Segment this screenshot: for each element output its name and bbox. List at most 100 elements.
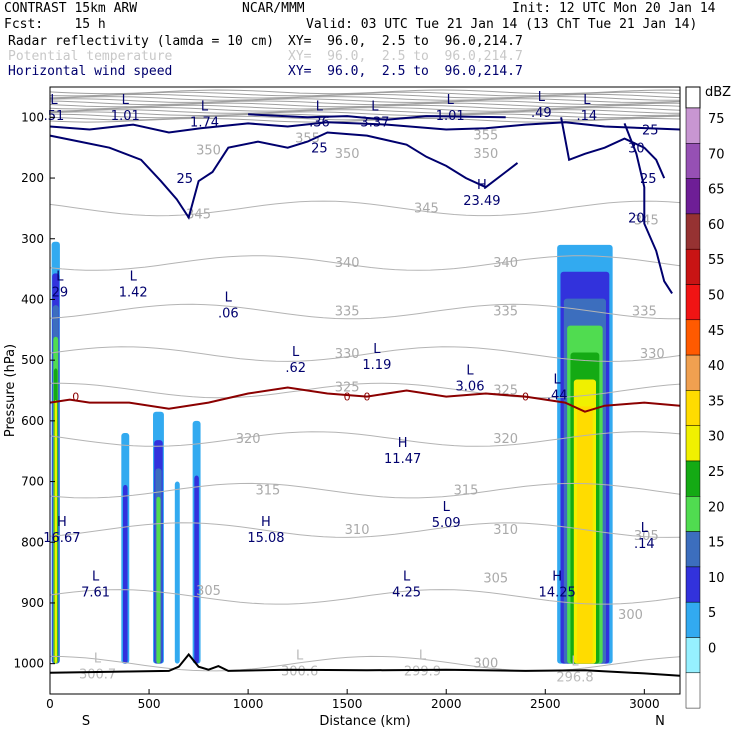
extrema-value-5: 1.01 xyxy=(436,109,465,124)
colorbar-swatch-2 xyxy=(685,178,701,215)
colorbar-level-60: 60 xyxy=(708,218,725,233)
extrema-value-16: 11.47 xyxy=(384,452,421,467)
extrema-kind-15: L xyxy=(554,372,562,387)
field-reflectivity: Radar reflectivity (lamda = 10 cm) xyxy=(8,34,275,49)
field-reflectivity-xy: XY= 96.0, 2.5 to 96.0,214.7 xyxy=(288,34,523,49)
isotherm-310 xyxy=(49,522,681,538)
isotherm-upper-7 xyxy=(49,104,681,110)
reflectivity-cell-5-band-35 xyxy=(577,406,593,664)
extrema-value-13: 1.19 xyxy=(362,358,391,373)
extrema-value-23: 14.25 xyxy=(539,586,576,601)
colorbar-swatch-7 xyxy=(685,354,701,391)
extrema-kind-6: L xyxy=(538,90,546,105)
extrema-value-18: 16.67 xyxy=(43,531,80,546)
valid-time: Valid: 03 UTC Tue 21 Jan 14 (13 ChT Tue … xyxy=(306,17,698,32)
extrema-value-14: 3.06 xyxy=(456,379,485,394)
isotherm-315 xyxy=(49,482,681,499)
isotherm-label-8: 320 xyxy=(236,432,261,447)
x-tick-label-1: 500 xyxy=(138,697,161,711)
isotherm-label-21: 350 xyxy=(473,147,498,162)
wind-contour-4 xyxy=(248,113,506,121)
extrema-kind-13: L xyxy=(373,342,381,357)
colorbar-swatch-14 xyxy=(685,601,701,638)
extrema-kind-25: L xyxy=(296,649,304,664)
isotherm-label-15: 305 xyxy=(483,572,508,587)
colorbar-level-55: 55 xyxy=(708,253,725,268)
colorbar-swatch-6 xyxy=(685,319,701,356)
extrema-kind-16: H xyxy=(398,436,408,451)
isotherm-label-12: 310 xyxy=(345,523,370,538)
y-tick-label-7: 800 xyxy=(21,535,44,549)
x-tick-label-5: 2500 xyxy=(530,697,561,711)
colorbar-swatch-5 xyxy=(685,284,701,321)
extrema-value-12: .62 xyxy=(285,361,306,376)
wind-label-1: 25 xyxy=(311,142,328,157)
isotherm-300 xyxy=(49,655,681,672)
colorbar-level-10: 10 xyxy=(708,571,725,586)
colorbar-swatch-12 xyxy=(685,531,701,568)
colorbar-level-5: 5 xyxy=(708,606,716,621)
freezing-level-line xyxy=(49,386,681,413)
isotherm-label-0: 345 xyxy=(414,201,439,216)
field-theta-xy: XY= 96.0, 2.5 to 96.0,214.7 xyxy=(288,49,523,64)
model-title: CONTRAST 15km ARW xyxy=(4,1,138,16)
colorbar-level-35: 35 xyxy=(708,394,725,409)
extrema-kind-14: L xyxy=(466,363,474,378)
colorbar-level-15: 15 xyxy=(708,536,725,551)
isotherm-label-22: 345 xyxy=(186,207,211,222)
y-tick-label-4: 500 xyxy=(21,353,44,367)
reflectivity-cell-4-band-10 xyxy=(194,475,199,664)
y-tick-label-6: 700 xyxy=(21,475,44,489)
terrain-line xyxy=(49,652,681,677)
wind-label-2: 25 xyxy=(642,123,659,138)
extrema-value-4: 3.37 xyxy=(360,115,389,130)
isotherm-label-4: 335 xyxy=(493,305,518,320)
colorbar-level-40: 40 xyxy=(708,359,725,374)
isotherm-label-23: 345 xyxy=(634,214,659,229)
extrema-kind-20: L xyxy=(641,521,649,536)
isotherm-upper-9 xyxy=(49,109,681,114)
extrema-value-19: 15.08 xyxy=(247,531,284,546)
colorbar-level-75: 75 xyxy=(708,112,725,127)
x-tick-label-0: 0 xyxy=(46,697,54,711)
y-tick-label-5: 600 xyxy=(21,414,44,428)
extrema-value-20: .14 xyxy=(634,537,655,552)
isotherm-upper-2 xyxy=(49,93,681,99)
extrema-kind-27: L xyxy=(571,655,579,670)
x-axis-label: Distance (km) xyxy=(319,714,410,729)
freezing-level-label-0: 0 xyxy=(72,391,79,404)
extrema-value-26: 299.9 xyxy=(404,665,441,680)
colorbar-swatch-0 xyxy=(685,107,701,144)
colorbar-swatch-15 xyxy=(685,637,701,674)
init-time: Init: 12 UTC Mon 20 Jan 14 xyxy=(512,1,716,16)
extrema-kind-17: L xyxy=(443,500,451,515)
org-label: NCAR/MMM xyxy=(242,1,305,16)
isotherm-label-1: 340 xyxy=(335,256,360,271)
extrema-value-8: 23.49 xyxy=(463,194,500,209)
colorbar-swatch-10 xyxy=(685,460,701,497)
y-tick-label-3: 400 xyxy=(21,292,44,306)
isotherm-label-6: 325 xyxy=(335,380,360,395)
isotherm-label-5: 330 xyxy=(335,347,360,362)
extrema-value-7: .14 xyxy=(577,109,598,124)
isotherm-label-3: 335 xyxy=(335,305,360,320)
colorbar-swatch-13 xyxy=(685,566,701,603)
reflectivity-cell-2-band-20 xyxy=(156,496,161,664)
plot-frame xyxy=(49,86,681,695)
isotherm-upper-3 xyxy=(49,96,680,101)
x-tick-label-4: 2000 xyxy=(431,697,462,711)
isotherm-label-20: 355 xyxy=(473,129,498,144)
wind-contour-2 xyxy=(560,117,666,179)
extrema-kind-23: H xyxy=(552,570,562,585)
forecast-hour: Fcst: 15 h xyxy=(4,17,106,32)
isotherm-upper-1 xyxy=(49,91,681,97)
extrema-kind-11: L xyxy=(225,291,233,306)
isotherm-label-26: 305 xyxy=(634,529,659,544)
reflectivity-cell-1-band-10 xyxy=(122,484,128,664)
colorbar-level-50: 50 xyxy=(708,289,725,304)
extrema-value-3: .36 xyxy=(309,115,330,130)
isotherm-label-18: 350 xyxy=(196,144,221,159)
isotherm-label-2: 340 xyxy=(493,256,518,271)
extrema-kind-24: L xyxy=(94,652,102,667)
